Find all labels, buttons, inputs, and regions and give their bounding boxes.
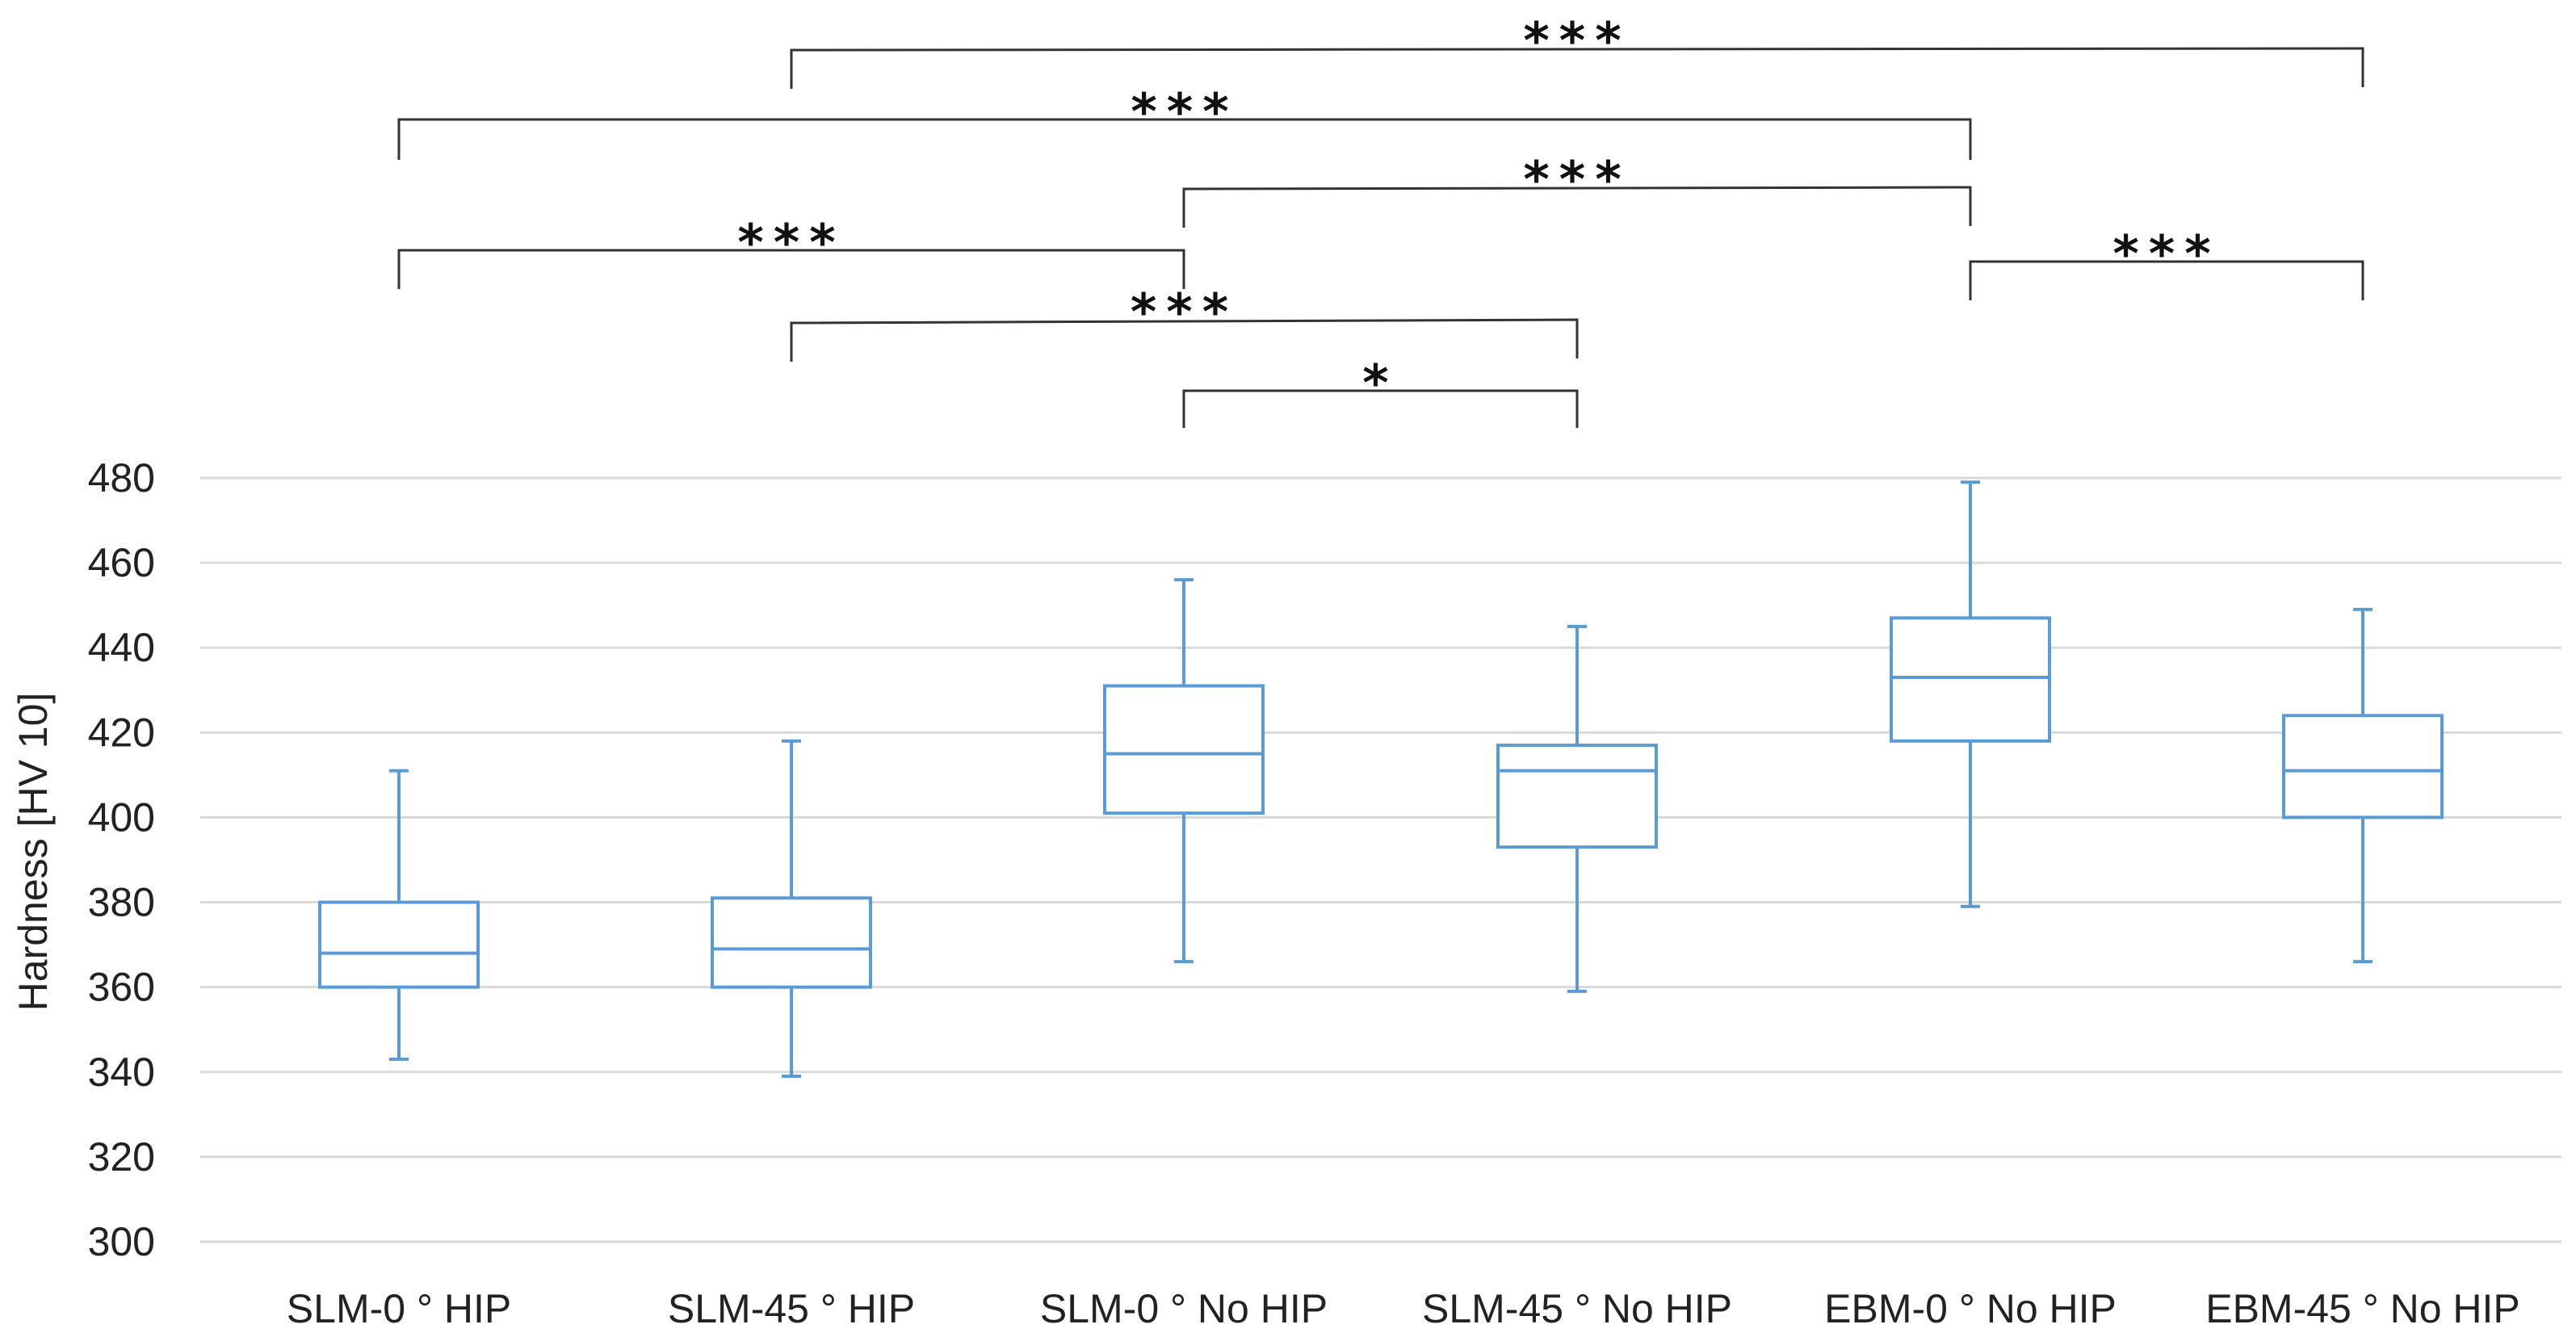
significance-label: ***	[737, 213, 845, 272]
bracket-line	[1182, 389, 1579, 428]
y-tick-label: 400	[88, 794, 155, 840]
significance-label: ***	[1523, 150, 1630, 209]
box-group	[1890, 480, 2051, 908]
bracket-line	[790, 318, 1579, 362]
x-tick-label: EBM-45 ° No HIP	[2205, 1286, 2520, 1331]
box-group	[711, 739, 872, 1079]
box-iqr	[2282, 714, 2444, 819]
grid-lines	[200, 476, 2561, 1243]
y-tick-label: 480	[88, 455, 155, 501]
y-tick-label: 340	[88, 1050, 155, 1095]
significance-label: ***	[1131, 283, 1238, 342]
significance-bracket: ***	[790, 11, 2364, 89]
x-tick-label: EBM-0 ° No HIP	[1824, 1286, 2117, 1331]
y-axis-ticks: 300 320 340 360 380 400 420 440 460 480	[88, 455, 155, 1264]
box-group	[1103, 578, 1265, 964]
box-iqr	[1103, 684, 1265, 815]
x-tick-label: SLM-0 ° No HIP	[1040, 1286, 1328, 1331]
significance-label: *	[1362, 354, 1398, 413]
y-tick-label: 380	[88, 880, 155, 925]
box-group	[1496, 624, 1658, 993]
significance-brackets: ************ *******	[397, 11, 2364, 428]
x-tick-label: SLM-45 ° HIP	[668, 1286, 915, 1331]
significance-label: ***	[1131, 82, 1238, 141]
significance-label: ***	[2112, 224, 2220, 283]
y-axis-title: Hardness [HV 10]	[10, 693, 56, 1012]
significance-bracket: ***	[1182, 150, 1972, 228]
y-tick-label: 420	[88, 710, 155, 755]
y-tick-label: 360	[88, 965, 155, 1010]
bracket-line	[397, 118, 1972, 160]
y-tick-label: 440	[88, 625, 155, 670]
bracket-line	[1969, 260, 2364, 300]
box-iqr	[318, 900, 480, 989]
box-layer	[318, 480, 2444, 1079]
significance-bracket: ***	[397, 82, 1972, 160]
y-tick-label: 300	[88, 1219, 155, 1264]
y-tick-label: 320	[88, 1134, 155, 1180]
box-iqr	[1890, 616, 2051, 743]
x-tick-label: SLM-45 ° No HIP	[1422, 1286, 1732, 1331]
bracket-line	[397, 249, 1185, 289]
significance-bracket: *	[1182, 354, 1579, 428]
significance-bracket: ***	[1969, 224, 2364, 300]
box-iqr	[1496, 744, 1658, 849]
box-iqr	[711, 896, 872, 989]
significance-bracket: ***	[397, 213, 1185, 289]
y-tick-label: 460	[88, 540, 155, 585]
box-group	[2282, 607, 2444, 964]
significance-bracket: ***	[790, 283, 1579, 362]
x-axis-ticks: SLM-0 ° HIP SLM-45 ° HIP SLM-0 ° No HIP SLM…	[287, 1286, 2520, 1331]
significance-label: ***	[1523, 11, 1630, 70]
bracket-line	[1182, 186, 1972, 228]
bracket-line	[790, 47, 2364, 89]
x-tick-label: SLM-0 ° HIP	[287, 1286, 511, 1331]
box-group	[318, 769, 480, 1062]
